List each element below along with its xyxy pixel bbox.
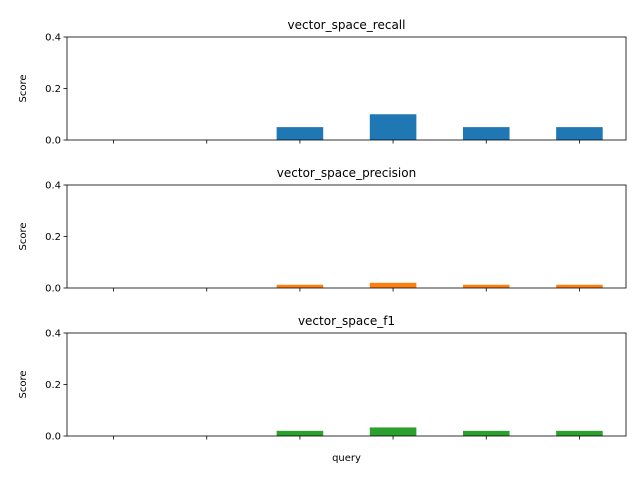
bar	[276, 127, 324, 141]
bar	[276, 284, 324, 288]
subplot-2: 0.0 0.2 0.4 vector_space_precision Score	[18, 166, 627, 295]
subplot-1: 0.0 0.2 0.4 vector_space_recall Score	[18, 18, 627, 147]
y-tick-label: 0.0	[45, 136, 61, 147]
y-tick-label: 0.0	[45, 432, 61, 443]
subplot-3: 0.0 0.2 0.4 vector_space_f1 Score query	[18, 314, 627, 464]
bar	[369, 282, 417, 288]
y-tick-label: 0.4	[45, 33, 61, 44]
bar	[462, 430, 510, 436]
bar	[556, 127, 603, 141]
axes-frame	[66, 332, 627, 437]
y-axis-label: Score	[18, 370, 29, 398]
bar	[462, 284, 510, 288]
chart-title: vector_space_recall	[288, 18, 406, 32]
y-tick-label: 0.4	[45, 181, 61, 192]
chart-title: vector_space_precision	[277, 166, 416, 180]
y-axis-label: Score	[18, 222, 29, 250]
chart-title: vector_space_f1	[298, 314, 395, 328]
bar	[556, 430, 603, 436]
y-tick-label: 0.2	[45, 84, 61, 95]
axes-frame	[66, 36, 627, 141]
y-tick-label: 0.2	[45, 232, 61, 243]
x-axis-label: query	[332, 453, 361, 464]
axes-frame	[66, 184, 627, 289]
y-axis-label: Score	[18, 74, 29, 102]
y-tick-label: 0.4	[45, 329, 61, 340]
bar	[556, 284, 603, 288]
bar	[369, 114, 417, 140]
bar	[462, 127, 510, 141]
y-tick-label: 0.0	[45, 284, 61, 295]
bar	[369, 427, 417, 436]
y-tick-label: 0.2	[45, 380, 61, 391]
bar	[276, 430, 324, 436]
